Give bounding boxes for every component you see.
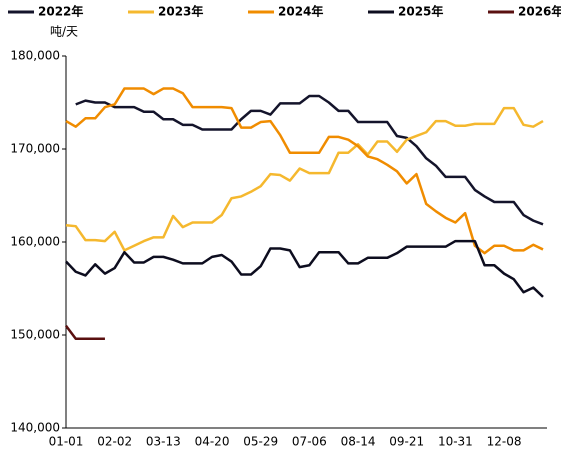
series-line — [65, 106, 544, 252]
x-tick-label: 07-06 — [292, 435, 327, 449]
series-line — [64, 324, 105, 340]
x-tick-label: 10-31 — [438, 435, 473, 449]
x-tick-label: 02-02 — [97, 435, 132, 449]
y-tick-label: 140,000 — [10, 421, 60, 435]
y-tick-label: 160,000 — [10, 235, 60, 249]
x-tick-label: 05-29 — [243, 435, 278, 449]
legend-label: 2026年 — [518, 4, 561, 19]
series-line — [65, 87, 544, 255]
x-tick-label: 08-14 — [341, 435, 376, 449]
series-line — [65, 239, 544, 298]
y-tick-label: 150,000 — [10, 328, 60, 342]
y-tick-label: 170,000 — [10, 142, 60, 156]
legend-label: 2024年 — [278, 4, 323, 19]
legend-label: 2022年 — [38, 4, 83, 19]
x-tick-label: 03-13 — [146, 435, 181, 449]
y-unit: 吨/天 — [50, 25, 78, 39]
series-line — [75, 94, 544, 226]
legend-label: 2023年 — [158, 4, 203, 19]
x-tick-label: 04-20 — [195, 435, 230, 449]
legend-label: 2025年 — [398, 4, 443, 19]
x-tick-label: 12-08 — [487, 435, 522, 449]
x-tick-label: 09-21 — [389, 435, 424, 449]
y-tick-label: 180,000 — [10, 49, 60, 63]
x-tick-label: 01-01 — [49, 435, 84, 449]
